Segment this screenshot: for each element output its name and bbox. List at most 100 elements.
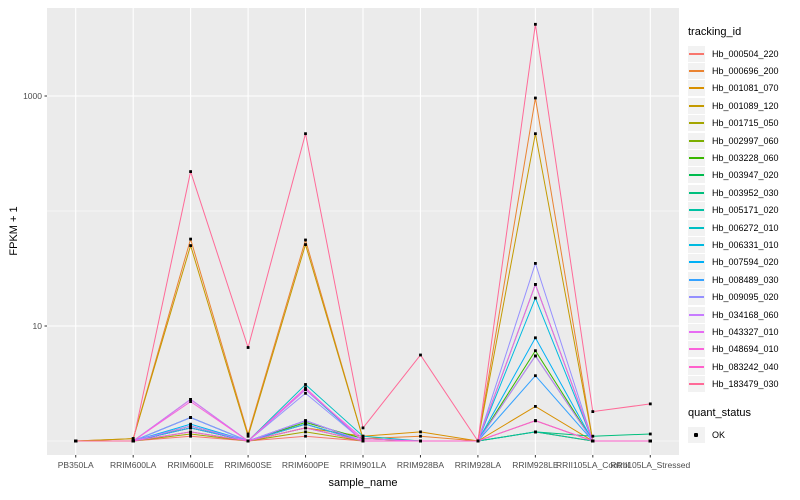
legend-item-ok: OK — [688, 426, 800, 443]
legend-item: Hb_003228_060 — [688, 149, 800, 167]
x-tick-label: RRIM901LA — [340, 460, 387, 470]
series-color-swatch-icon — [689, 174, 704, 177]
legend-key — [688, 254, 705, 271]
legend-item: Hb_001081_070 — [688, 80, 800, 97]
x-tick-label: RRIM928LE — [512, 460, 559, 470]
point-marker-icon — [694, 432, 698, 437]
legend-item: Hb_001089_120 — [688, 97, 800, 114]
legend-key — [688, 63, 705, 80]
series-color-swatch-icon — [689, 209, 704, 212]
legend-item-label: Hb_003228_060 — [712, 153, 779, 164]
legend-key — [688, 376, 705, 393]
legend-key — [688, 80, 705, 97]
legend-title-tracking-id: tracking_id — [688, 26, 742, 38]
legend-key — [688, 236, 705, 253]
series-color-swatch-icon — [689, 87, 704, 90]
legend-item: Hb_002997_060 — [688, 132, 800, 149]
quant-status-legend: quant_status OK — [688, 407, 800, 443]
legend-key — [688, 358, 705, 375]
legend-item: Hb_006331_010 — [688, 236, 800, 253]
series-color-swatch-icon — [689, 52, 704, 55]
series-color-swatch-icon — [689, 278, 704, 281]
series-color-swatch-icon — [689, 348, 704, 351]
legend-item-label: Hb_034168_060 — [712, 309, 779, 320]
legend-item-label: Hb_000504_220 — [712, 48, 779, 59]
y-tick-label: 10 — [33, 321, 43, 331]
legend-key — [688, 97, 705, 114]
legend-key — [688, 306, 705, 323]
legend-item: Hb_007594_020 — [688, 254, 800, 271]
y-axis-title: FPKM + 1 — [8, 206, 20, 256]
legend-item-label: Hb_043327_010 — [712, 326, 779, 337]
legend-key — [688, 341, 705, 358]
x-tick-label: RRIM928BA — [397, 460, 445, 470]
legend-item: Hb_005171_020 — [688, 202, 800, 219]
x-tick-label: RRIM600LA — [110, 460, 157, 470]
legend-item-label: Hb_000696_200 — [712, 66, 779, 77]
series-color-swatch-icon — [689, 313, 704, 316]
legend-item-label: Hb_005171_020 — [712, 205, 779, 216]
legend-key — [688, 132, 705, 149]
series-color-swatch-icon — [689, 191, 704, 194]
x-axis-title: sample_name — [328, 477, 398, 489]
legend-item-label: Hb_001715_050 — [712, 118, 779, 129]
legend-item-label: Hb_003947_020 — [712, 170, 779, 181]
legend-item-label: Hb_006272_010 — [712, 222, 779, 233]
legend-item-label: Hb_006331_010 — [712, 239, 779, 250]
legend-item-label: Hb_048694_010 — [712, 344, 779, 355]
legend-key — [688, 167, 705, 184]
legend-item: Hb_009095_020 — [688, 288, 800, 306]
legend-key — [688, 426, 705, 443]
legend-item-label: Hb_002997_060 — [712, 135, 779, 146]
legend-item-label: Hb_007594_020 — [712, 257, 779, 268]
legend-key — [688, 115, 705, 132]
legend-item: Hb_006272_010 — [688, 219, 800, 236]
gridlines — [47, 8, 679, 455]
series-color-swatch-icon — [689, 139, 704, 142]
legend-item-label: Hb_083242_040 — [712, 361, 779, 372]
legend-key — [688, 323, 705, 340]
series-color-swatch-icon — [689, 122, 704, 125]
series-color-swatch-icon — [689, 226, 704, 229]
legend-panel: tracking_id Hb_000504_220 Hb_000696_200 Hb… — [688, 26, 800, 443]
series-color-swatch-icon — [689, 261, 704, 264]
series-color-swatch-icon — [689, 243, 704, 246]
series-color-swatch-icon — [689, 383, 704, 386]
series-color-swatch-icon — [689, 365, 704, 368]
series-color-swatch-icon — [689, 104, 704, 107]
legend-item-label: Hb_001081_070 — [712, 83, 779, 94]
x-tick-label: RRIM928LA — [455, 460, 502, 470]
legend-item-label: Hb_008489_030 — [712, 274, 779, 285]
legend-entries: Hb_000504_220 Hb_000696_200 Hb_001081_070 H… — [688, 45, 800, 393]
legend-item: Hb_083242_040 — [688, 358, 800, 375]
legend-item: Hb_003952_030 — [688, 184, 800, 201]
series-color-swatch-icon — [689, 330, 704, 333]
axes: 10 1000 PB350LA RRIM600LA RRIM600LE RRIM600SE… — [23, 91, 690, 470]
series-color-swatch-icon — [689, 296, 704, 299]
x-tick-label: RRII105LA_Control — [556, 460, 630, 470]
legend-item: Hb_043327_010 — [688, 323, 800, 340]
x-tick-label: RRIM600LE — [167, 460, 214, 470]
legend-item: Hb_000504_220 — [688, 45, 800, 62]
legend-item-label: Hb_003952_030 — [712, 187, 779, 198]
legend-key — [688, 184, 705, 201]
legend-item-label: Hb_001089_120 — [712, 100, 779, 111]
legend-item-label: Hb_009095_020 — [712, 292, 779, 303]
x-tick-label: RRII105LA_Stressed — [610, 460, 690, 470]
legend-item-label: OK — [712, 429, 726, 440]
series-color-swatch-icon — [689, 157, 704, 160]
legend-key — [688, 202, 705, 219]
legend-item: Hb_003947_020 — [688, 167, 800, 184]
legend-item: Hb_183479_030 — [688, 375, 800, 393]
legend-title-quant-status: quant_status — [688, 406, 751, 419]
legend-key — [688, 271, 705, 288]
legend-item: Hb_000696_200 — [688, 62, 800, 80]
x-tick-label: PB350LA — [58, 460, 94, 470]
legend-item: Hb_008489_030 — [688, 271, 800, 288]
legend-key — [688, 150, 705, 167]
x-tick-label: RRIM600PE — [282, 460, 330, 470]
legend-item: Hb_048694_010 — [688, 341, 800, 358]
legend-item: Hb_001715_050 — [688, 115, 800, 132]
